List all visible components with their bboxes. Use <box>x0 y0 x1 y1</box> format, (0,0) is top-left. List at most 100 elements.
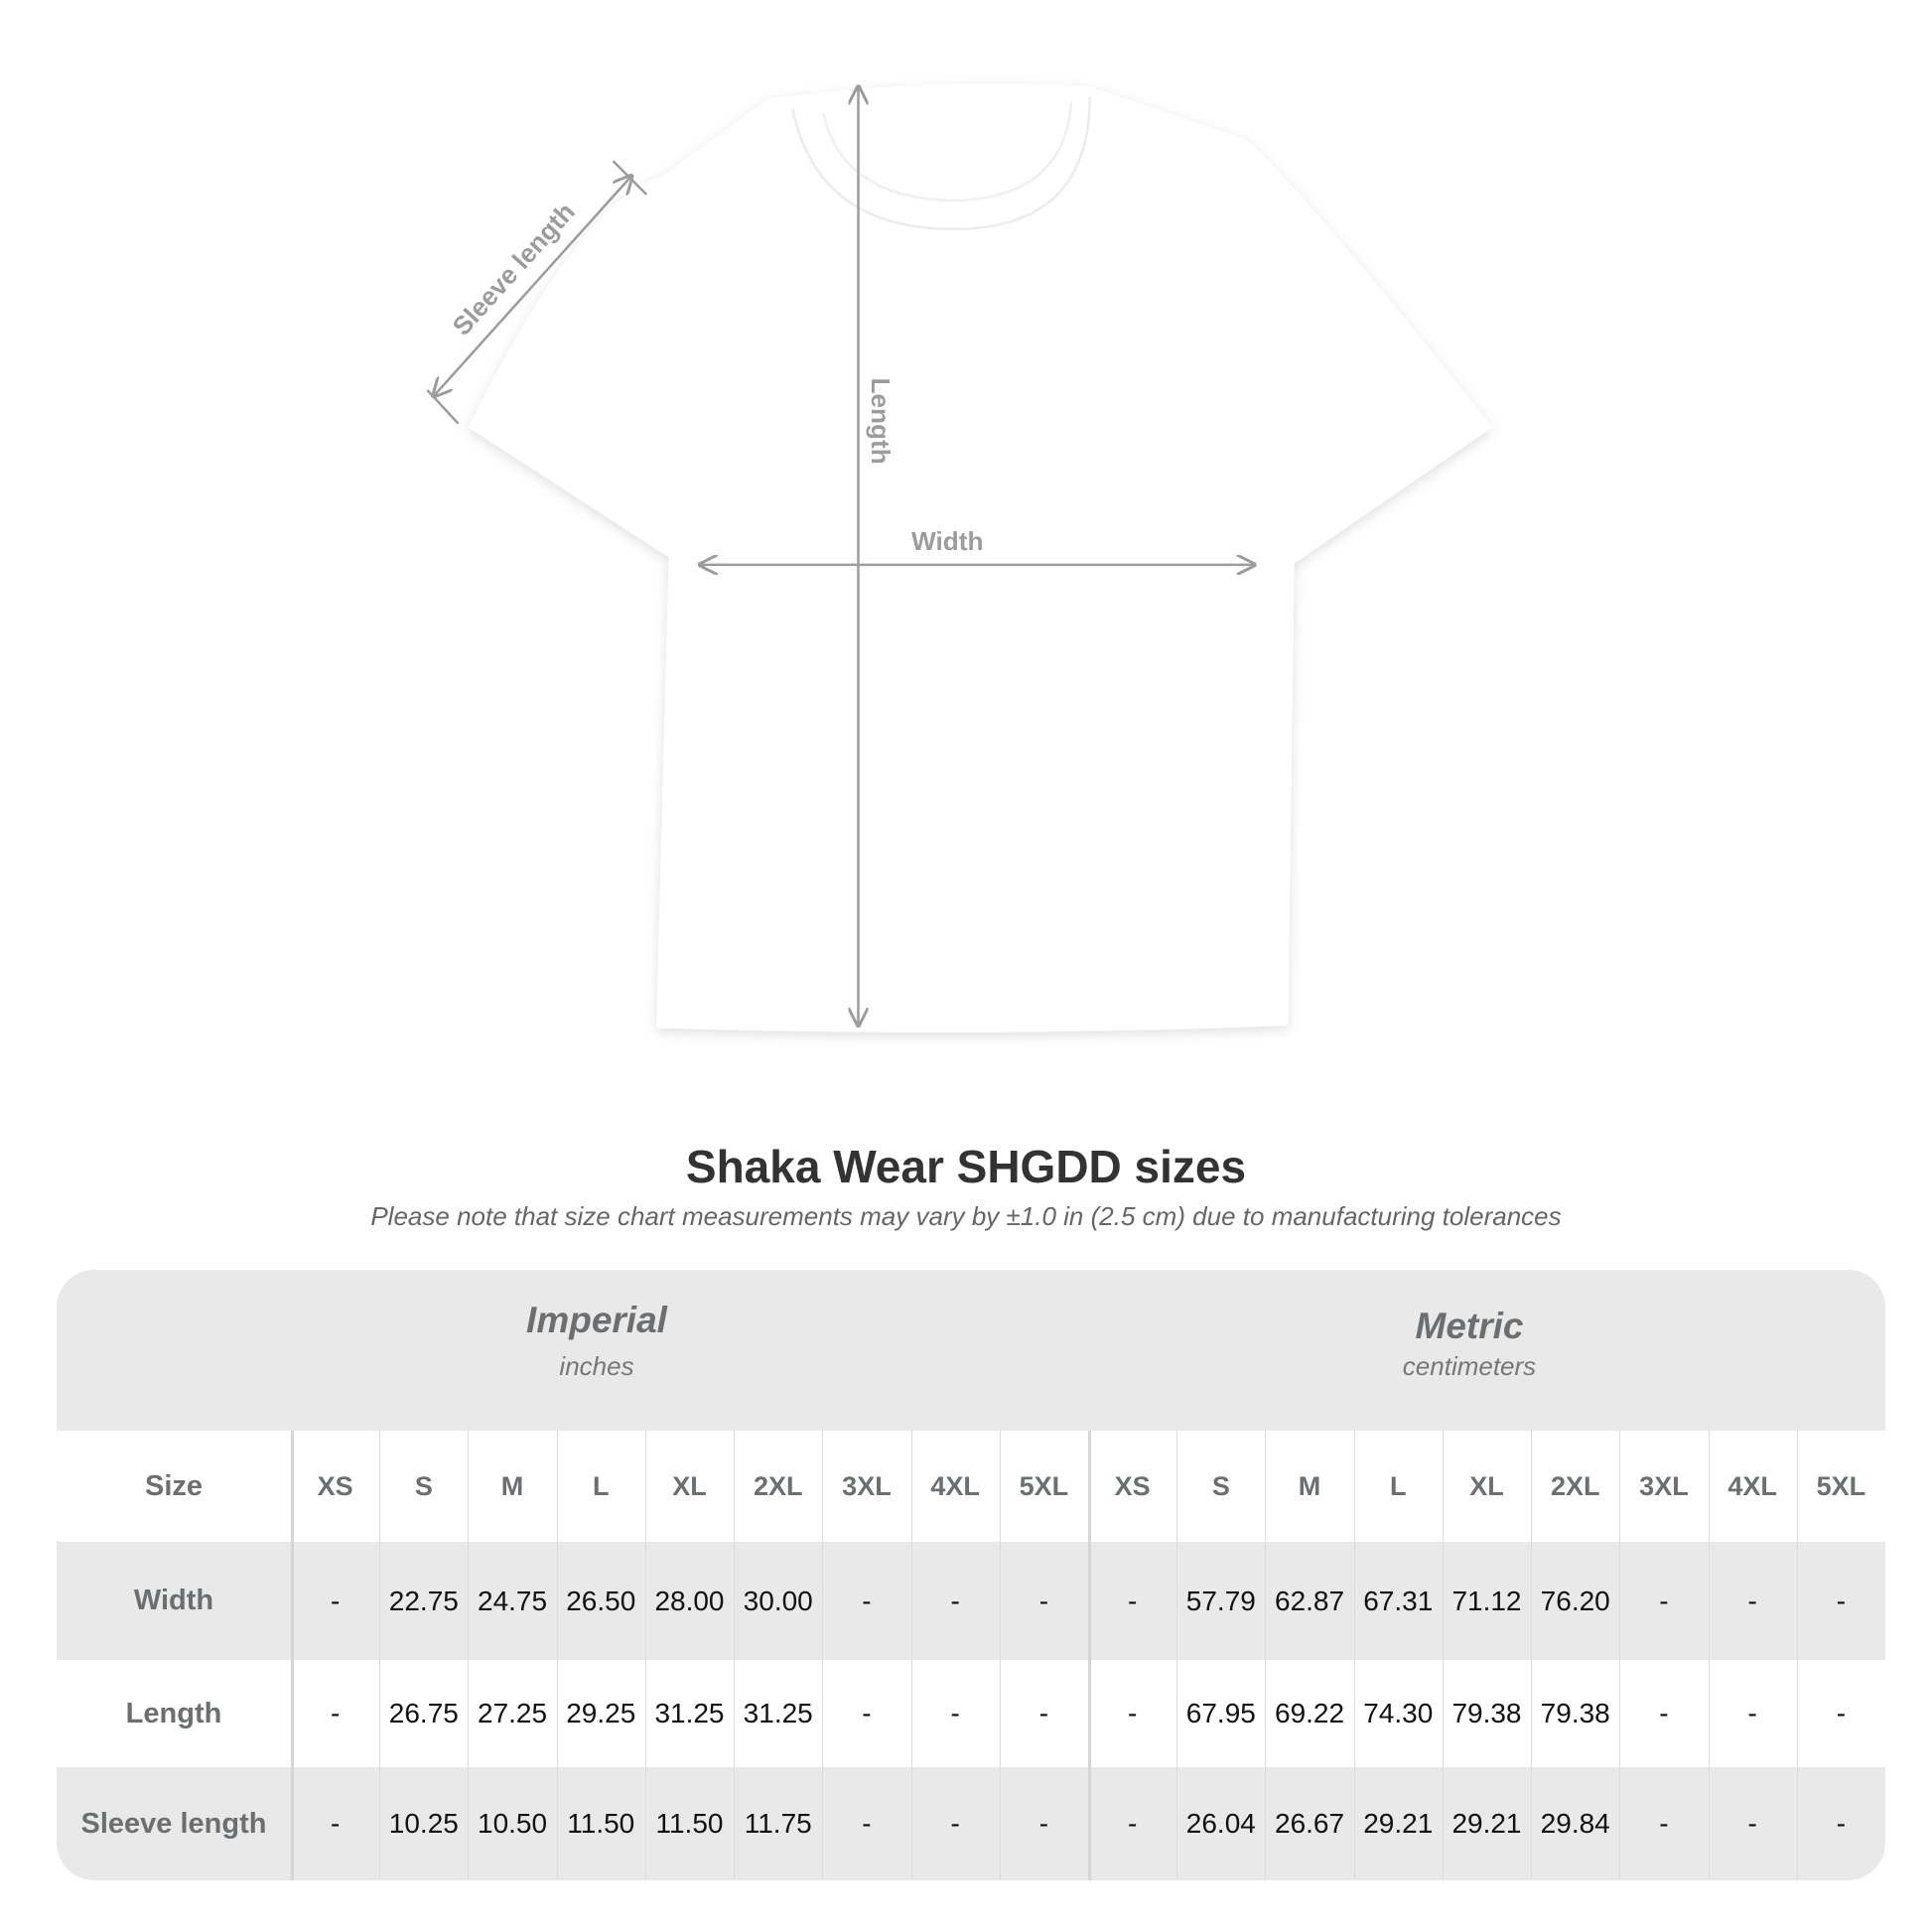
page-title: Shaka Wear SHGDD sizes <box>685 1141 1247 1192</box>
imperial-value-cell: - <box>950 1808 960 1839</box>
metric-value-cell: - <box>1836 1808 1847 1839</box>
size-column-header: 4XL <box>930 1470 980 1501</box>
imperial-value-cell: 31.25 <box>654 1698 725 1728</box>
imperial-value-cell: 26.75 <box>388 1698 459 1728</box>
metric-value-cell: 76.20 <box>1540 1585 1610 1616</box>
imperial-value-cell: - <box>330 1698 341 1728</box>
row-band <box>57 1542 1885 1660</box>
imperial-title: Imperial <box>526 1300 667 1340</box>
imperial-value-cell: - <box>862 1808 872 1839</box>
column-divider <box>910 1431 912 1880</box>
metric-value-cell: - <box>1747 1808 1757 1839</box>
imperial-value-cell: - <box>1038 1808 1049 1839</box>
column-divider <box>644 1431 646 1880</box>
column-divider <box>1353 1431 1355 1880</box>
imperial-unit: inches <box>559 1351 634 1381</box>
collar-inner <box>822 101 1073 203</box>
column-divider <box>1265 1431 1267 1880</box>
size-column-header: XS <box>317 1470 353 1501</box>
size-column-header: L <box>1390 1470 1407 1501</box>
imperial-value-cell: 10.25 <box>388 1808 459 1839</box>
column-divider <box>999 1431 1001 1880</box>
metric-value-cell: 57.79 <box>1185 1585 1256 1616</box>
column-divider <box>1176 1431 1178 1880</box>
imperial-value-cell: - <box>330 1585 341 1616</box>
imperial-value-cell: - <box>950 1585 960 1616</box>
size-column-header: L <box>593 1470 610 1501</box>
metric-value-cell: - <box>1659 1808 1669 1839</box>
row-band <box>57 1767 1885 1880</box>
metric-header: Metric centimeters <box>1172 1306 1767 1382</box>
metric-value-cell: 29.84 <box>1540 1808 1610 1839</box>
column-divider <box>1088 1431 1091 1880</box>
column-divider <box>468 1431 470 1880</box>
size-column-header: 4XL <box>1727 1470 1777 1501</box>
metric-value-cell: 67.95 <box>1185 1698 1256 1728</box>
imperial-value-cell: - <box>950 1698 960 1728</box>
imperial-value-cell: 29.25 <box>566 1698 636 1728</box>
imperial-value-cell: - <box>862 1698 872 1728</box>
width-label: Width <box>911 526 983 556</box>
imperial-value-cell: 28.00 <box>654 1585 725 1616</box>
size-column-header: XL <box>672 1470 707 1501</box>
imperial-value-cell: - <box>330 1808 341 1839</box>
collar <box>791 96 1091 231</box>
metric-value-cell: 62.87 <box>1275 1585 1345 1616</box>
size-column-header: 3XL <box>1639 1470 1689 1501</box>
imperial-value-cell: 22.75 <box>388 1585 459 1616</box>
metric-value-cell: 69.22 <box>1275 1698 1345 1728</box>
imperial-value-cell: 30.00 <box>743 1585 813 1616</box>
tshirt-shape <box>468 83 1493 1033</box>
metric-value-cell: 71.12 <box>1451 1585 1522 1616</box>
metric-value-cell: - <box>1127 1585 1138 1616</box>
column-divider <box>379 1431 381 1880</box>
imperial-value-cell: 11.50 <box>655 1808 724 1839</box>
metric-value-cell: - <box>1127 1808 1138 1839</box>
imperial-value-cell: - <box>862 1585 872 1616</box>
imperial-value-cell: 11.50 <box>567 1808 635 1839</box>
size-column-header: 5XL <box>1019 1470 1069 1501</box>
imperial-value-cell: 26.50 <box>566 1585 636 1616</box>
size-column-header: S <box>1211 1470 1230 1501</box>
size-column-header: 5XL <box>1816 1470 1866 1501</box>
sleeve-tick <box>612 160 648 196</box>
size-column-header: M <box>1298 1470 1321 1501</box>
metric-value-cell: 26.04 <box>1185 1808 1256 1839</box>
page-subtitle: Please note that size chart measurements… <box>370 1201 1562 1231</box>
header-band <box>57 1270 1885 1431</box>
metric-value-cell: 29.21 <box>1363 1808 1434 1839</box>
imperial-value-cell: 10.50 <box>478 1808 548 1839</box>
metric-value-cell: - <box>1659 1585 1669 1616</box>
metric-value-cell: - <box>1747 1585 1757 1616</box>
metric-value-cell: - <box>1659 1698 1669 1728</box>
row-label: Width <box>133 1585 214 1616</box>
imperial-value-cell: - <box>1038 1585 1049 1616</box>
column-divider <box>734 1431 736 1880</box>
metric-title: Metric <box>1415 1306 1524 1346</box>
column-divider <box>556 1431 558 1880</box>
imperial-header: Imperial inches <box>299 1300 895 1382</box>
size-table: Imperial inches Metric centimeters Size X… <box>57 1270 1885 1880</box>
imperial-value-cell: 11.75 <box>744 1808 812 1839</box>
metric-value-cell: - <box>1127 1698 1138 1728</box>
metric-value-cell: - <box>1836 1698 1847 1728</box>
size-column-header: M <box>500 1470 524 1501</box>
imperial-value-cell: 31.25 <box>743 1698 813 1728</box>
size-column-header: 3XL <box>842 1470 892 1501</box>
column-divider <box>1708 1431 1710 1880</box>
metric-value-cell: - <box>1836 1585 1847 1616</box>
column-divider <box>1619 1431 1621 1880</box>
length-label: Length <box>866 377 896 464</box>
metric-value-cell: 26.67 <box>1275 1808 1345 1839</box>
metric-value-cell: - <box>1747 1698 1757 1728</box>
column-divider <box>291 1431 294 1880</box>
size-column-header: XS <box>1114 1470 1151 1501</box>
metric-value-cell: 74.30 <box>1363 1698 1434 1728</box>
metric-value-cell: 29.21 <box>1451 1808 1522 1839</box>
sleeve-tick <box>426 389 460 425</box>
size-column-header: S <box>414 1470 433 1501</box>
sleeve-arrow <box>434 176 632 396</box>
metric-value-cell: 79.38 <box>1540 1698 1610 1728</box>
row-label: Sleeve length <box>80 1807 267 1840</box>
